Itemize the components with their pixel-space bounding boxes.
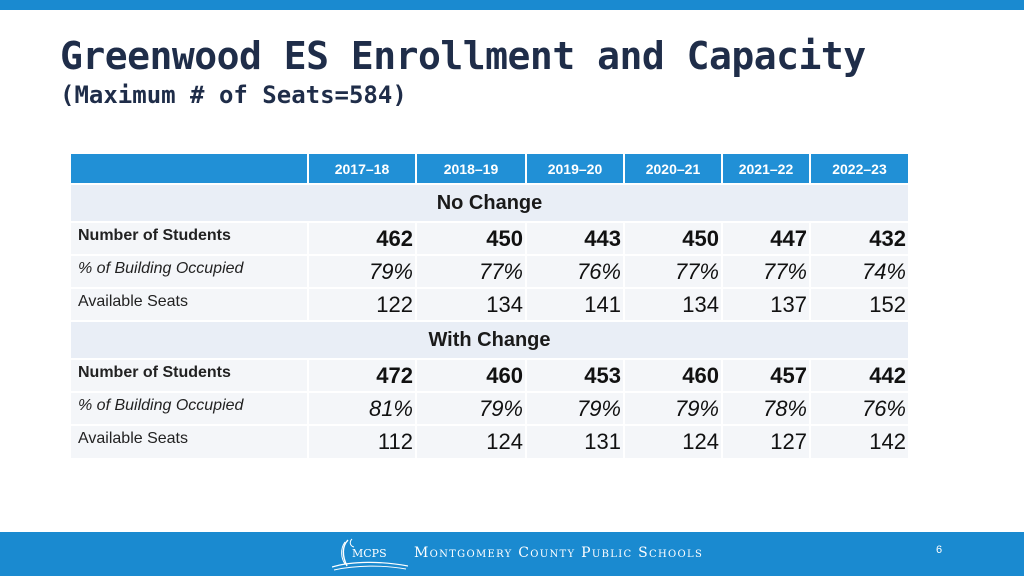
table-cell: 79%	[623, 391, 722, 425]
section-row-no-change: No Change	[71, 183, 908, 222]
mcps-logo: MCPS	[332, 538, 408, 571]
table-cell: 450	[415, 221, 526, 255]
table-cell: 77%	[623, 254, 722, 288]
table-cell: 141	[525, 287, 624, 321]
section-row-with-change: With Change	[71, 320, 908, 359]
table-row: % of Building Occupied 79% 77% 76% 77% 7…	[71, 254, 908, 288]
table-cell: 131	[525, 424, 624, 458]
table-cell: 76%	[525, 254, 624, 288]
table-cell: 462	[307, 221, 416, 255]
table-cell: 127	[721, 424, 810, 458]
organization-name: Montgomery County Public Schools	[414, 545, 704, 561]
table-cell: 77%	[415, 254, 526, 288]
table-cell: 460	[623, 358, 722, 392]
table-cell: 447	[721, 221, 810, 255]
enrollment-table: 2017–18 2018–19 2019–20 2020–21 2021–22 …	[71, 154, 908, 458]
table-row: Available Seats 112 124 131 124 127 142	[71, 424, 908, 458]
slide-title: Greenwood ES Enrollment and Capacity	[60, 34, 866, 78]
row-label: % of Building Occupied	[71, 254, 309, 288]
table-row: Available Seats 122 134 141 134 137 152	[71, 287, 908, 321]
footer-bar	[0, 532, 1024, 576]
table-cell: 124	[623, 424, 722, 458]
table-row: Number of Students 472 460 453 460 457 4…	[71, 358, 908, 392]
row-label: % of Building Occupied	[71, 391, 309, 425]
table-cell: 78%	[721, 391, 810, 425]
slide-subtitle: (Maximum # of Seats=584)	[60, 81, 407, 109]
row-label: Available Seats	[71, 424, 309, 458]
column-header: 2019–20	[525, 154, 624, 184]
table-cell: 77%	[721, 254, 810, 288]
table-cell: 457	[721, 358, 810, 392]
table-cell: 443	[525, 221, 624, 255]
row-label: Number of Students	[71, 221, 309, 255]
column-header: 2018–19	[415, 154, 526, 184]
table-cell: 79%	[525, 391, 624, 425]
column-header: 2020–21	[623, 154, 722, 184]
column-header: 2017–18	[307, 154, 416, 184]
table-cell: 134	[623, 287, 722, 321]
table-cell: 453	[525, 358, 624, 392]
table-cell: 472	[307, 358, 416, 392]
row-label: Number of Students	[71, 358, 309, 392]
table-cell: 79%	[307, 254, 416, 288]
column-header: 2021–22	[721, 154, 810, 184]
top-accent-bar	[0, 0, 1024, 10]
table-cell: 76%	[809, 391, 908, 425]
table-cell: 81%	[307, 391, 416, 425]
table-cell: 152	[809, 287, 908, 321]
table-cell: 450	[623, 221, 722, 255]
table-cell: 122	[307, 287, 416, 321]
section-title: With Change	[71, 320, 908, 359]
table-cell: 137	[721, 287, 810, 321]
section-title: No Change	[71, 183, 908, 222]
mcps-logo-text: MCPS	[352, 547, 387, 560]
title-block: Greenwood ES Enrollment and Capacity (Ma…	[60, 34, 960, 110]
row-label: Available Seats	[71, 287, 309, 321]
page-number: 6	[936, 544, 943, 556]
table-row: % of Building Occupied 81% 79% 79% 79% 7…	[71, 391, 908, 425]
table-cell: 74%	[809, 254, 908, 288]
table-row: Number of Students 462 450 443 450 447 4…	[71, 221, 908, 255]
table-cell: 79%	[415, 391, 526, 425]
table-cell: 460	[415, 358, 526, 392]
column-header: 2022–23	[809, 154, 908, 184]
table-cell: 142	[809, 424, 908, 458]
table-cell: 112	[307, 424, 416, 458]
table-cell: 134	[415, 287, 526, 321]
table-cell: 124	[415, 424, 526, 458]
header-row: 2017–18 2018–19 2019–20 2020–21 2021–22 …	[71, 154, 908, 184]
table-cell: 442	[809, 358, 908, 392]
header-corner	[71, 154, 308, 184]
table-cell: 432	[809, 221, 908, 255]
